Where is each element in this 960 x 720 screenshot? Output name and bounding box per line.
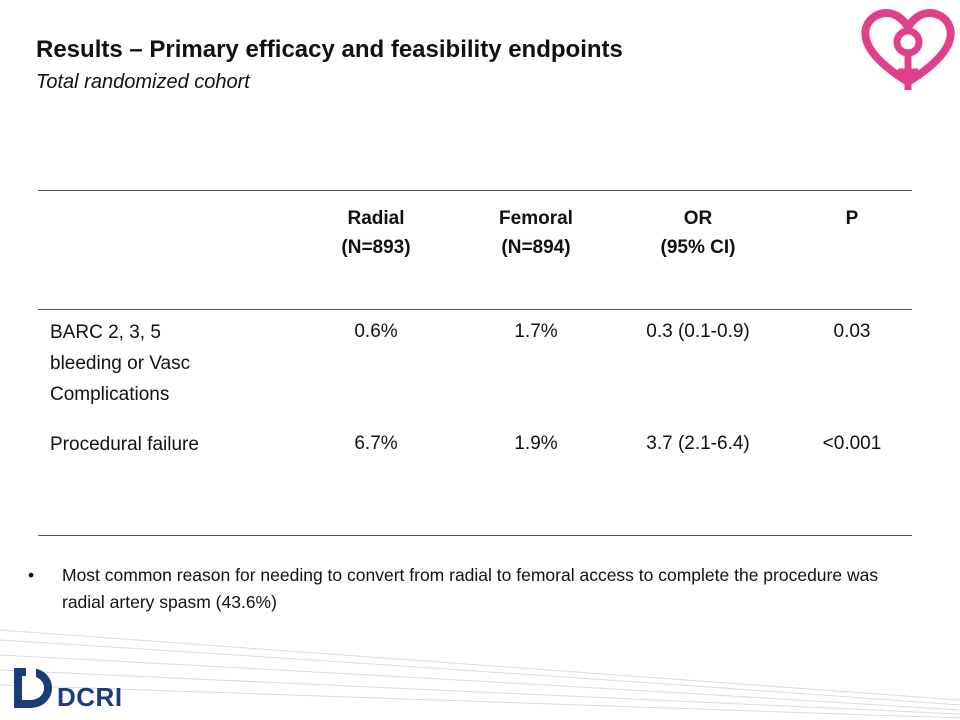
header-or-line1: OR bbox=[683, 208, 713, 229]
header-or-line2: (95% CI) bbox=[660, 237, 736, 258]
cell-procedural-radial: 6.7% bbox=[354, 433, 398, 454]
header-radial-line1: Radial bbox=[347, 208, 405, 229]
dcri-logo-text: DCRI bbox=[57, 682, 123, 712]
row-label-procedural: Procedural failure bbox=[50, 429, 290, 460]
cell-procedural-or: 3.7 (2.1-6.4) bbox=[646, 433, 750, 454]
dcri-logo-icon bbox=[14, 664, 52, 708]
slide-subtitle: Total randomized cohort bbox=[36, 71, 250, 93]
header-femoral-line2: (N=894) bbox=[501, 237, 571, 258]
header-femoral-line1: Femoral bbox=[499, 208, 573, 229]
header-or: OR (95% CI) bbox=[628, 204, 768, 262]
row-label-procedural-line1: Procedural failure bbox=[50, 434, 199, 455]
heart-female-logo-icon bbox=[861, 9, 955, 90]
row-label-barc-line1: BARC 2, 3, 5 bbox=[50, 322, 161, 343]
row-label-barc: BARC 2, 3, 5 bleeding or Vasc Complicati… bbox=[50, 317, 290, 410]
header-femoral: Femoral (N=894) bbox=[466, 204, 606, 262]
results-table: Radial (N=893) Femoral (N=894) OR (95% C… bbox=[38, 190, 912, 536]
bullet-marker: • bbox=[28, 565, 35, 585]
decorative-background-lines bbox=[0, 629, 960, 719]
cell-barc-or: 0.3 (0.1-0.9) bbox=[646, 321, 750, 342]
cell-barc-radial: 0.6% bbox=[354, 321, 398, 342]
cell-barc-femoral: 1.7% bbox=[514, 321, 558, 342]
slide-title: Results – Primary efficacy and feasibili… bbox=[36, 36, 623, 63]
header-p-line1: P bbox=[845, 208, 859, 229]
bullet-text: Most common reason for needing to conver… bbox=[62, 565, 879, 612]
cell-procedural-p: <0.001 bbox=[822, 433, 882, 454]
header-radial-line2: (N=893) bbox=[341, 237, 411, 258]
table-bottom-rule bbox=[38, 535, 912, 536]
cell-barc-p: 0.03 bbox=[833, 321, 871, 342]
row-label-barc-line2: bleeding or Vasc bbox=[50, 353, 191, 374]
header-p: P bbox=[782, 204, 922, 233]
row-label-barc-line3: Complications bbox=[50, 384, 170, 405]
cell-procedural-femoral: 1.9% bbox=[514, 433, 558, 454]
table-top-rule bbox=[38, 190, 912, 191]
header-radial: Radial (N=893) bbox=[306, 204, 446, 262]
table-header-rule bbox=[38, 309, 912, 310]
